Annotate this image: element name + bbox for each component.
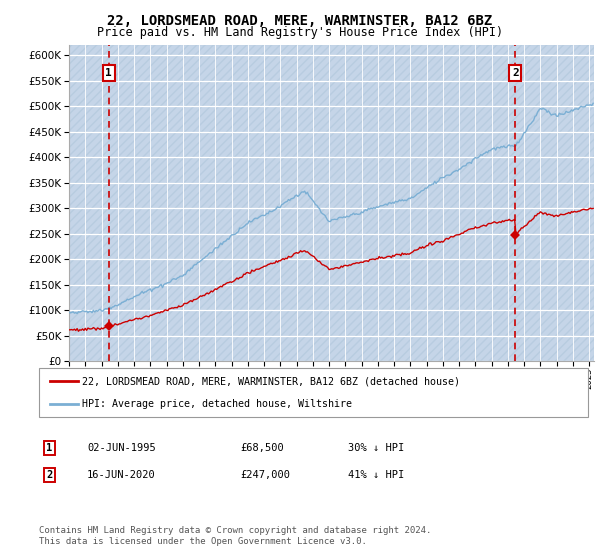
Text: 2: 2 xyxy=(46,470,52,480)
Text: 1: 1 xyxy=(106,68,112,78)
Text: 22, LORDSMEAD ROAD, MERE, WARMINSTER, BA12 6BZ (detached house): 22, LORDSMEAD ROAD, MERE, WARMINSTER, BA… xyxy=(82,376,460,386)
Text: £247,000: £247,000 xyxy=(240,470,290,480)
Text: 1: 1 xyxy=(46,443,52,453)
Text: 02-JUN-1995: 02-JUN-1995 xyxy=(87,443,156,453)
Text: 22, LORDSMEAD ROAD, MERE, WARMINSTER, BA12 6BZ: 22, LORDSMEAD ROAD, MERE, WARMINSTER, BA… xyxy=(107,14,493,28)
Text: 41% ↓ HPI: 41% ↓ HPI xyxy=(348,470,404,480)
Text: HPI: Average price, detached house, Wiltshire: HPI: Average price, detached house, Wilt… xyxy=(82,399,352,409)
Text: 16-JUN-2020: 16-JUN-2020 xyxy=(87,470,156,480)
Text: £68,500: £68,500 xyxy=(240,443,284,453)
Text: Price paid vs. HM Land Registry's House Price Index (HPI): Price paid vs. HM Land Registry's House … xyxy=(97,26,503,39)
Text: 30% ↓ HPI: 30% ↓ HPI xyxy=(348,443,404,453)
Text: 2: 2 xyxy=(512,68,519,78)
Text: Contains HM Land Registry data © Crown copyright and database right 2024.
This d: Contains HM Land Registry data © Crown c… xyxy=(39,526,431,546)
